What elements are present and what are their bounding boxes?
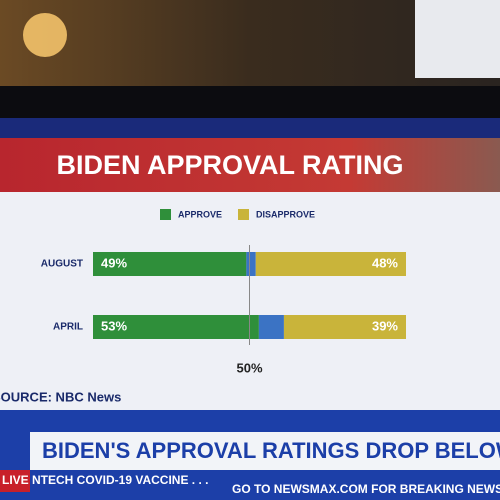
title-band (0, 138, 500, 192)
bar-segment (246, 252, 256, 276)
legend-label: DISAPPROVE (256, 209, 315, 219)
bar-segment (93, 315, 259, 339)
chart-title: BIDEN APPROVAL RATING (56, 150, 403, 180)
live: LIVE (2, 473, 29, 487)
bar-segment (93, 252, 247, 276)
tv-bezel (0, 86, 500, 122)
window (415, 0, 500, 78)
headline: BIDEN'S APPROVAL RATINGS DROP BELOW 50 (42, 438, 500, 463)
category-label: APRIL (53, 322, 83, 333)
legend-swatch (160, 209, 171, 220)
value-label: 49% (101, 255, 127, 270)
legend-swatch (238, 209, 249, 220)
value-label: 48% (372, 255, 398, 270)
headline-box (30, 432, 500, 470)
category-label: AUGUST (41, 259, 83, 270)
value-label: 53% (101, 318, 127, 333)
lamp-glow (23, 13, 67, 57)
bar-segment (258, 315, 284, 339)
crawl: NTECH COVID-19 VACCINE . . . (32, 473, 208, 487)
bar-segment (283, 315, 406, 339)
live-box (0, 470, 30, 492)
source: SOURCE: NBC News (0, 389, 121, 404)
value-label: 39% (372, 318, 398, 333)
screen-top (0, 118, 500, 140)
legend-label: APPROVE (178, 209, 222, 219)
reference-label: 50% (236, 360, 262, 375)
promo: GO TO NEWSMAX.COM FOR BREAKING NEWS (232, 482, 500, 496)
bar-segment (255, 252, 406, 276)
